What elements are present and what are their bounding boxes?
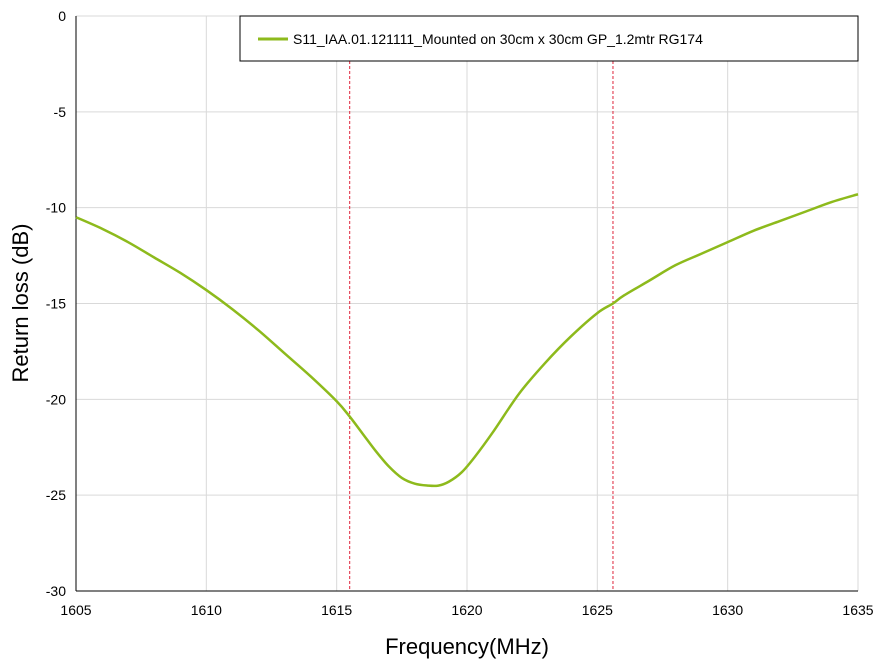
y-tick-label: 0 — [58, 8, 66, 24]
y-tick-label: -15 — [46, 296, 66, 312]
y-tick-label: -10 — [46, 200, 66, 216]
x-tick-label: 1625 — [582, 602, 613, 618]
x-tick-label: 1630 — [712, 602, 743, 618]
y-tick-label: -30 — [46, 583, 66, 599]
x-tick-label: 1620 — [451, 602, 482, 618]
x-tick-label: 1605 — [60, 602, 91, 618]
grid — [76, 15, 859, 591]
series-line — [75, 193, 859, 488]
legend-box — [239, 15, 859, 62]
tick-labels: 1605 1610 1615 1620 1625 1630 1635 0 -5 -10 -15 -20… — [46, 8, 874, 618]
series-group — [75, 193, 859, 488]
y-tick-label: -20 — [46, 391, 66, 407]
y-tick-label: -25 — [46, 487, 66, 503]
legend-entry-label: S11_IAA.01.121111_Mounted on 30cm x 30cm… — [293, 31, 703, 47]
legend: S11_IAA.01.121111_Mounted on 30cm x 30cm… — [239, 15, 859, 62]
x-axis-title: Frequency(MHz) — [385, 634, 549, 659]
y-axis-title: Return loss (dB) — [8, 224, 33, 383]
axes — [75, 16, 858, 592]
x-tick-label: 1610 — [191, 602, 222, 618]
x-tick-label: 1615 — [321, 602, 352, 618]
y-tick-label: -5 — [54, 104, 67, 120]
x-tick-label: 1635 — [842, 602, 873, 618]
